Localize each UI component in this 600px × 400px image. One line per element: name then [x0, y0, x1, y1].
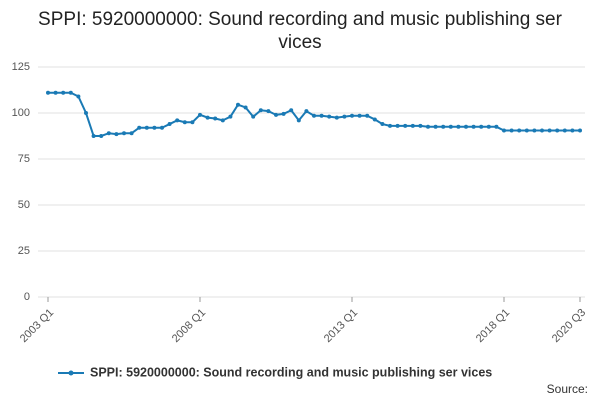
- y-tick-label: 50: [18, 199, 30, 211]
- data-point: [122, 131, 126, 136]
- y-tick-label: 0: [24, 291, 30, 303]
- chart-title: SPPI: 5920000000: Sound recording and mu…: [38, 9, 562, 53]
- data-point: [220, 118, 225, 123]
- data-point: [266, 109, 271, 114]
- y-tick-label: 125: [12, 61, 30, 73]
- data-point: [198, 112, 202, 117]
- data-point: [175, 118, 180, 123]
- data-point: [380, 122, 385, 127]
- data-point: [76, 94, 81, 99]
- data-point: [319, 113, 324, 118]
- data-point: [312, 113, 316, 118]
- data-point: [448, 124, 453, 129]
- data-point: [228, 114, 233, 119]
- legend-marker: [68, 370, 74, 376]
- data-point: [342, 114, 347, 119]
- data-point: [502, 128, 506, 133]
- data-point: [84, 111, 88, 115]
- data-point: [236, 102, 240, 107]
- data-point: [418, 123, 423, 128]
- data-point: [68, 90, 73, 95]
- data-point: [433, 124, 438, 129]
- y-tick-label: 75: [18, 153, 30, 165]
- x-tick-label: 2008 Q1: [170, 307, 208, 345]
- data-point: [334, 115, 339, 120]
- data-point: [243, 105, 248, 110]
- data-point: [365, 113, 370, 118]
- data-point: [517, 128, 522, 133]
- data-point: [251, 114, 256, 119]
- data-point: [205, 115, 210, 120]
- data-point: [403, 123, 408, 128]
- x-tick-label: 2013 Q1: [322, 307, 360, 345]
- data-point: [327, 114, 332, 119]
- data-point: [281, 111, 286, 116]
- data-point: [152, 125, 157, 130]
- data-point: [471, 124, 476, 129]
- data-point: [53, 90, 58, 95]
- data-point: [570, 128, 575, 133]
- data-point: [464, 124, 468, 129]
- y-tick-label: 100: [12, 107, 30, 119]
- data-point: [91, 134, 96, 138]
- x-tick-label: 2020 Q3: [550, 307, 588, 345]
- data-point: [304, 109, 309, 114]
- data-point: [357, 113, 362, 118]
- data-point: [426, 124, 430, 129]
- data-point: [296, 118, 301, 123]
- data-point: [258, 108, 263, 113]
- data-point: [167, 122, 172, 127]
- data-point: [479, 124, 484, 129]
- data-point: [46, 90, 50, 95]
- data-point: [547, 128, 552, 133]
- data-point: [456, 124, 461, 129]
- x-tick-label: 2018 Q1: [474, 307, 512, 345]
- data-point: [372, 117, 377, 122]
- data-point: [129, 131, 134, 136]
- data-point: [289, 108, 294, 113]
- data-point: [509, 128, 514, 133]
- data-point: [494, 124, 499, 129]
- data-point: [540, 128, 544, 133]
- data-point: [137, 125, 142, 130]
- data-point: [441, 124, 446, 129]
- data-point: [562, 128, 567, 133]
- source: Source:: [547, 382, 588, 396]
- data-point: [350, 113, 354, 118]
- data-point: [274, 112, 278, 117]
- data-point: [144, 125, 149, 130]
- x-tick-label: 2003 Q1: [18, 307, 56, 345]
- data-point: [114, 132, 119, 137]
- data-point: [524, 128, 529, 133]
- data-point: [555, 128, 560, 133]
- data-point: [182, 120, 187, 125]
- y-tick-label: 25: [18, 245, 30, 257]
- data-point: [395, 123, 400, 128]
- data-point: [578, 128, 582, 133]
- data-point: [532, 128, 537, 133]
- data-point: [388, 123, 392, 128]
- data-point: [160, 125, 164, 130]
- data-point: [410, 123, 415, 128]
- data-point: [106, 131, 111, 136]
- data-point: [190, 120, 195, 125]
- data-point: [213, 116, 218, 121]
- data-point: [486, 124, 491, 129]
- data-point: [61, 90, 66, 95]
- data-point: [99, 134, 104, 138]
- legend-label: SPPI: 5920000000: Sound recording and mu…: [90, 365, 492, 379]
